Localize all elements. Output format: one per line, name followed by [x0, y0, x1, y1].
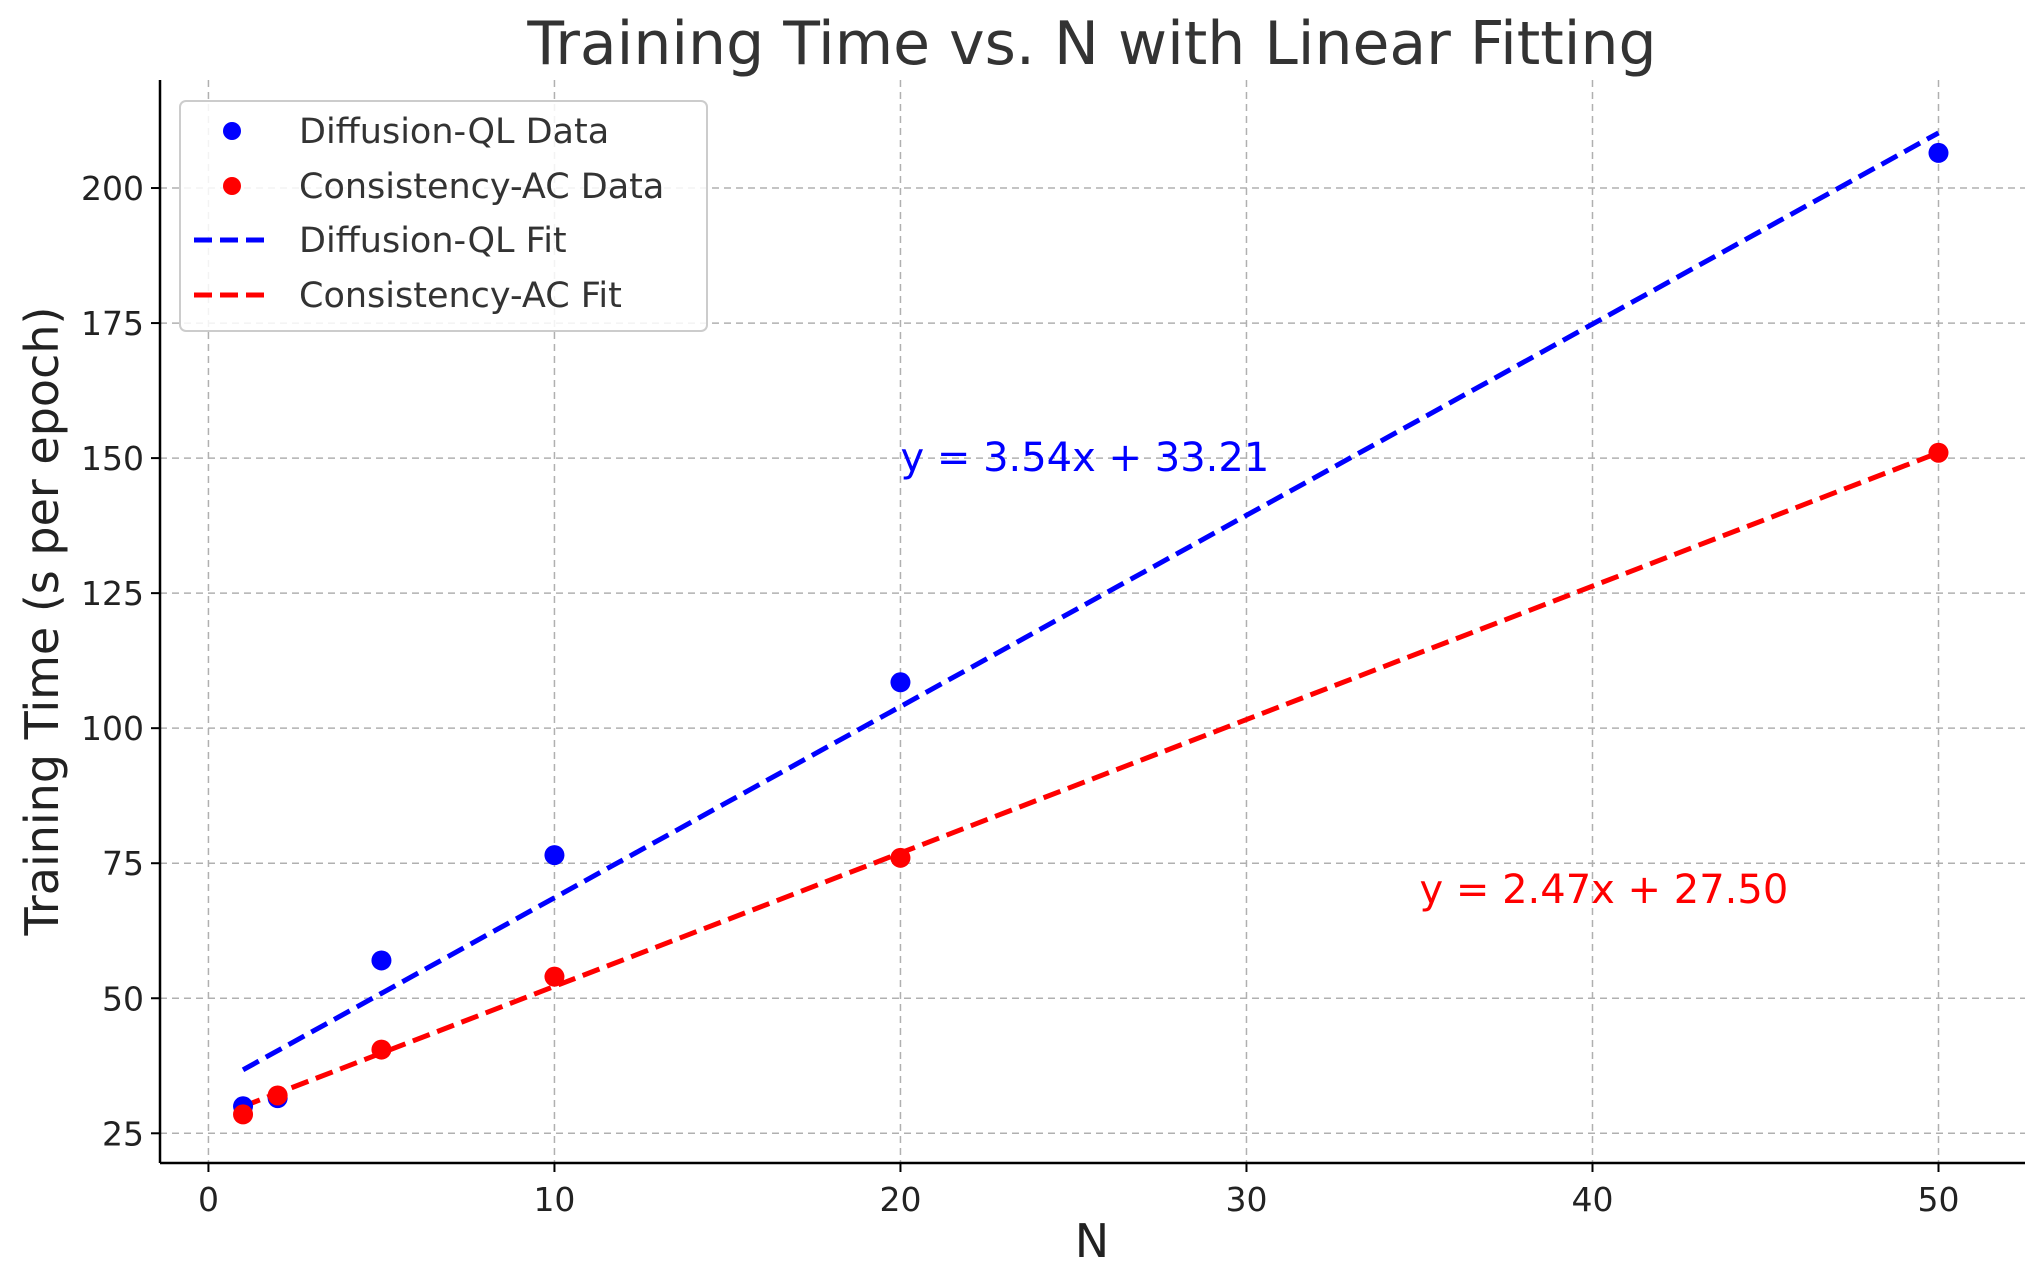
diffusion-ql-fit-line: [241, 130, 1940, 1073]
x-tick-label: 20: [879, 1180, 921, 1219]
y-tick-label: 125: [81, 574, 144, 613]
consistency-ac-data-point: [544, 966, 565, 987]
ticks: 0 10 20 30 40 50 25 50 75 100 125 150 175 200: [81, 169, 1959, 1219]
diffusion-ql-data-point: [544, 845, 565, 866]
annotations: y = 3.54x + 33.21 y = 2.47x + 27.50: [900, 435, 1788, 913]
diffusion-ql-data-point: [1928, 142, 1949, 163]
consistency-ac-equation: y = 2.47x + 27.50: [1419, 867, 1788, 913]
legend: Diffusion-QL Data Consistency-AC Data Di…: [179, 100, 708, 332]
x-tick-label: 50: [1917, 1180, 1959, 1219]
consistency-ac-data-point: [890, 847, 911, 868]
legend-marker-consistency-ac-data: [223, 177, 241, 195]
axes: [158, 80, 2025, 1165]
y-tick-label: 200: [81, 169, 144, 208]
consistency-ac-data-point: [1928, 442, 1949, 463]
grid: [160, 80, 2025, 1163]
consistency-ac-data-point: [371, 1039, 392, 1060]
x-tick-label: 40: [1571, 1180, 1613, 1219]
diffusion-ql-data-point: [371, 950, 392, 971]
y-tick-label: 75: [102, 844, 144, 883]
x-tick-label: 30: [1225, 1180, 1267, 1219]
x-axis-title: N: [1075, 1214, 1109, 1268]
legend-label-diffusion-ql-data: Diffusion-QL Data: [299, 112, 609, 152]
legend-label-consistency-ac-fit: Consistency-AC Fit: [299, 276, 622, 316]
y-axis-title: Training Time (s per epoch): [15, 307, 69, 937]
x-tick-label: 0: [198, 1180, 219, 1219]
consistency-ac-data-point: [267, 1085, 288, 1106]
legend-label-consistency-ac-data: Consistency-AC Data: [299, 167, 664, 207]
diffusion-ql-data-point: [890, 672, 911, 693]
fit-lines: [241, 130, 1940, 1109]
consistency-ac-fit-line: [242, 450, 1940, 1109]
legend-label-diffusion-ql-fit: Diffusion-QL Fit: [299, 221, 567, 261]
y-tick-label: 175: [81, 304, 144, 343]
legend-box: [179, 100, 708, 332]
y-tick-label: 150: [81, 439, 144, 478]
diffusion-ql-equation: y = 3.54x + 33.21: [900, 435, 1269, 481]
y-tick-label: 50: [102, 979, 144, 1018]
x-tick-label: 10: [533, 1180, 575, 1219]
y-tick-label: 100: [81, 709, 144, 748]
chart-title: Training Time vs. N with Linear Fitting: [526, 9, 1656, 79]
data-points: [233, 142, 1949, 1125]
y-tick-label: 25: [102, 1114, 144, 1153]
consistency-ac-data-point: [233, 1104, 254, 1125]
legend-marker-diffusion-ql-data: [223, 122, 241, 140]
